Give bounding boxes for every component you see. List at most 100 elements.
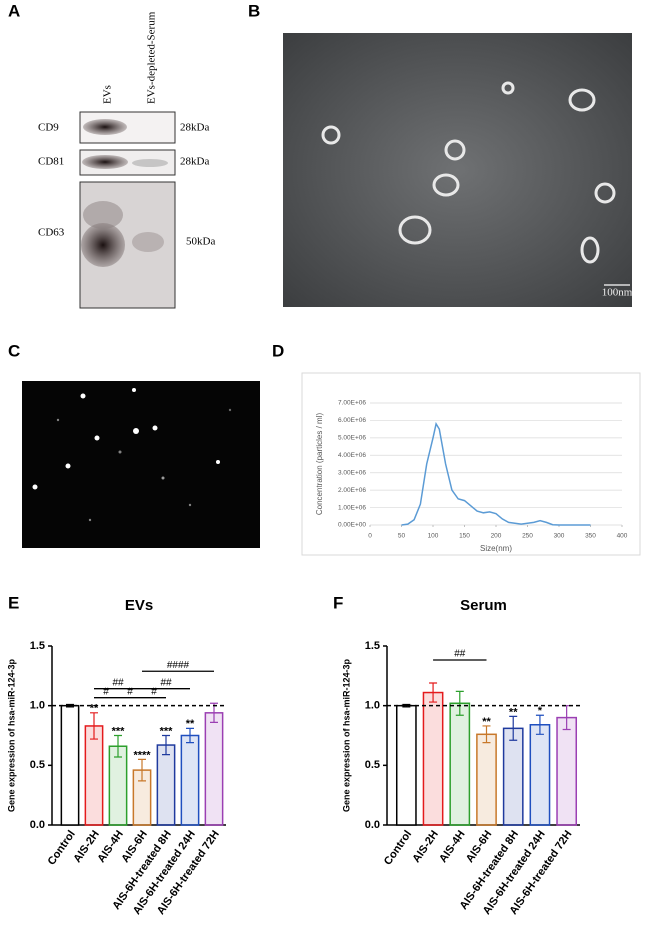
y-tick-label: 5.00E+06 xyxy=(338,435,366,442)
x-tick-label: 350 xyxy=(585,533,596,540)
band xyxy=(132,159,168,167)
significance-label: ** xyxy=(90,703,99,715)
band xyxy=(132,232,164,252)
significance-label: *** xyxy=(160,725,174,737)
bracket-label: #### xyxy=(167,660,190,671)
bar xyxy=(108,745,128,826)
band xyxy=(81,223,125,267)
y-tick-label: 0.00E+00 xyxy=(338,522,366,529)
y-tick-label: 4.00E+06 xyxy=(338,452,366,459)
error-bar xyxy=(90,712,98,740)
y-tick-label: 0.5 xyxy=(30,759,45,771)
significance-label: * xyxy=(538,705,543,717)
error-bar xyxy=(482,725,491,744)
bar xyxy=(395,704,417,826)
significance-label: ** xyxy=(482,716,491,728)
y-tick-label: 2.00E+06 xyxy=(338,487,366,494)
x-tick-label: 200 xyxy=(491,533,502,540)
lane-label: EVs-depleted-Serum xyxy=(146,11,158,104)
band-name: CD81 xyxy=(38,156,64,168)
y-tick-label: 0.0 xyxy=(30,819,45,831)
y-axis-label: Concentration (particles / ml) xyxy=(315,413,324,516)
x-tick-label: 150 xyxy=(459,533,470,540)
significance-label: ** xyxy=(186,718,195,730)
lane-label: EVs xyxy=(102,85,114,104)
chart-title: EVs xyxy=(125,597,153,614)
bracket-label: # xyxy=(103,686,109,697)
bar xyxy=(84,725,104,826)
error-bar xyxy=(402,703,411,708)
panel-label: F xyxy=(333,593,343,612)
bar xyxy=(180,734,200,826)
x-tick-label: 50 xyxy=(398,533,406,540)
chart-title: Serum xyxy=(460,597,507,614)
x-axis-label: Size(nm) xyxy=(480,544,512,553)
bar xyxy=(529,724,551,826)
error-bar xyxy=(138,758,146,782)
y-tick-label: 7.00E+06 xyxy=(338,400,366,407)
x-tick-label: AIS-4H xyxy=(437,828,468,864)
bar xyxy=(60,704,80,826)
error-bar xyxy=(186,727,194,744)
x-tick-label: 250 xyxy=(522,533,533,540)
y-tick-label: 3.00E+06 xyxy=(338,469,366,476)
nta-image xyxy=(22,381,260,548)
significance-label: ** xyxy=(509,706,518,718)
x-tick-label: Control xyxy=(46,829,78,868)
panel-label: B xyxy=(248,1,260,20)
panel-label: A xyxy=(8,1,20,20)
band xyxy=(83,119,127,135)
x-tick-label: 0 xyxy=(368,533,372,540)
bracket-label: # xyxy=(127,686,133,697)
significance-label: **** xyxy=(133,749,151,761)
bar xyxy=(156,744,176,826)
band xyxy=(82,155,128,169)
y-tick-label: 1.00E+06 xyxy=(338,504,366,511)
x-tick-label: 100 xyxy=(428,533,439,540)
tem-background xyxy=(283,33,632,307)
band-name: CD9 xyxy=(38,122,59,134)
bracket-label: ## xyxy=(454,649,466,660)
bar xyxy=(449,702,471,826)
nta-background xyxy=(22,381,260,548)
bar xyxy=(204,712,224,826)
band-size: 28kDa xyxy=(180,156,209,168)
x-tick-label: AIS-2H xyxy=(410,828,441,864)
x-tick-label: 400 xyxy=(617,533,628,540)
y-tick-label: 1.0 xyxy=(30,700,45,712)
y-tick-label: 1.0 xyxy=(365,700,380,712)
bracket-label: ## xyxy=(160,677,172,688)
x-tick-label: 300 xyxy=(554,533,565,540)
error-bar xyxy=(429,682,438,703)
significance-label: *** xyxy=(112,725,126,737)
band-size: 28kDa xyxy=(180,122,209,134)
bar xyxy=(422,691,444,826)
y-tick-label: 6.00E+06 xyxy=(338,417,366,424)
bar xyxy=(476,733,497,826)
x-tick-label: Control xyxy=(382,829,414,868)
bar xyxy=(502,727,524,826)
y-tick-label: 0.5 xyxy=(365,759,380,771)
band-size: 50kDa xyxy=(186,236,215,248)
error-bar xyxy=(114,734,122,758)
scale-label: 100nm xyxy=(602,287,633,299)
band-name: CD63 xyxy=(38,227,65,239)
y-tick-label: 0.0 xyxy=(365,819,380,831)
line xyxy=(401,421,591,526)
tem-image: 100nm xyxy=(283,33,633,307)
y-tick-label: 1.5 xyxy=(365,640,380,652)
bar xyxy=(556,716,578,826)
error-bar xyxy=(535,714,544,735)
y-axis-label: Gene expression of hsa-miR-124-3p xyxy=(6,658,16,812)
error-bar xyxy=(210,702,218,723)
bracket-label: ## xyxy=(112,677,124,688)
panel-label: D xyxy=(272,341,284,360)
error-bar xyxy=(509,715,518,741)
panel-label: C xyxy=(8,341,20,360)
error-bar xyxy=(455,690,464,716)
y-axis-label: Gene expression of hsa-miR-124-3p xyxy=(341,658,351,812)
error-bar xyxy=(162,734,170,756)
bracket-label: # xyxy=(151,686,157,697)
y-tick-label: 1.5 xyxy=(30,640,45,652)
